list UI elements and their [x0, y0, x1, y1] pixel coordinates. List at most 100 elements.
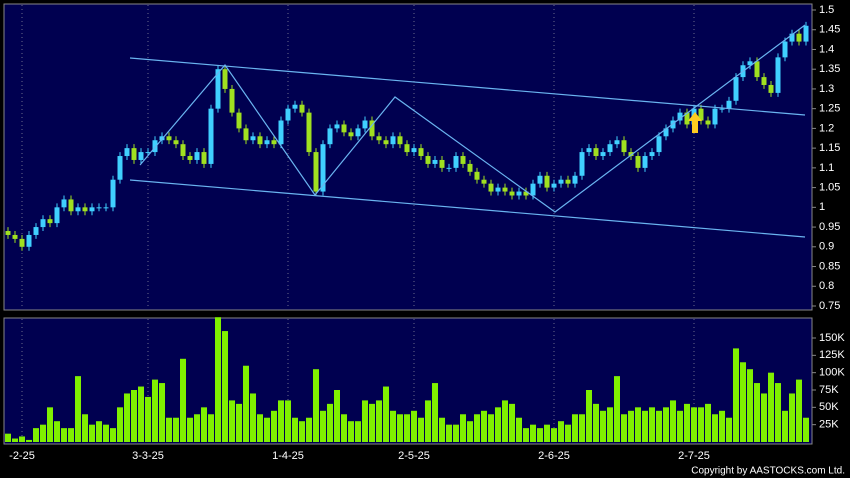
volume-bar — [306, 417, 312, 442]
candle-body — [607, 144, 613, 153]
y-tick-label: 1.25 — [819, 103, 840, 115]
candle-body — [75, 207, 81, 212]
copyright: Copyright by AASTOCKS.com Ltd. — [691, 466, 845, 477]
candle-body — [579, 152, 585, 176]
candle-body — [327, 128, 333, 145]
y-tick-label: 0.95 — [819, 221, 840, 233]
candle-body — [733, 77, 739, 101]
volume-bar — [201, 407, 207, 442]
candle-body — [397, 136, 403, 145]
candle-body — [523, 191, 529, 196]
volume-bar — [236, 403, 242, 442]
candle-body — [775, 57, 781, 93]
volume-bar — [411, 410, 417, 442]
x-tick-label: -2-25 — [9, 450, 35, 462]
volume-bar — [761, 393, 767, 442]
candle-body — [278, 120, 284, 145]
volume-bar — [61, 428, 67, 442]
candle-body — [467, 163, 473, 172]
trend-lines — [129, 24, 806, 238]
candle-body — [236, 112, 242, 129]
volume-bar — [103, 424, 109, 442]
volume-bar — [33, 428, 39, 442]
y-tick-label: 1.4 — [819, 43, 834, 55]
candle-body — [404, 144, 410, 153]
volume-bar — [159, 383, 165, 442]
volume-bar — [509, 403, 515, 442]
candle-body — [334, 124, 340, 129]
candle-body — [502, 187, 508, 192]
volume-bar — [579, 414, 585, 442]
candle-body — [558, 179, 564, 184]
volume-bar — [593, 403, 599, 442]
candle-body — [593, 148, 599, 157]
volume-bar — [327, 403, 333, 442]
candle-body — [509, 191, 515, 196]
candle-body — [33, 227, 39, 235]
candle-body — [110, 179, 116, 208]
y-tick-label: 1.3 — [819, 83, 834, 95]
volume-bar — [754, 383, 760, 442]
volume-bar — [460, 414, 466, 442]
volume-bar — [642, 410, 648, 442]
volume-bar — [418, 417, 424, 442]
candle-body — [684, 112, 690, 125]
trend-line — [129, 179, 806, 238]
volume-bar — [250, 393, 256, 442]
volume-tick-label: 125K — [819, 349, 845, 361]
volume-bar — [628, 410, 634, 442]
volume-bar — [796, 379, 802, 442]
candle-body — [572, 175, 578, 184]
volume-bar — [208, 414, 214, 442]
candle-body — [187, 156, 193, 160]
volume-bar — [481, 410, 487, 442]
volume-bar — [705, 403, 711, 442]
candle-body — [495, 187, 501, 192]
volume-bar — [285, 400, 291, 442]
candle-body — [537, 175, 543, 184]
candle-body — [96, 207, 102, 209]
y-tick-label: 1.2 — [819, 122, 834, 134]
candle-body — [635, 156, 641, 168]
candle-body — [418, 148, 424, 157]
volume-bar — [425, 400, 431, 442]
candle-body — [264, 140, 270, 145]
volume-bar — [621, 414, 627, 442]
candle-body — [285, 108, 291, 121]
candle-body — [439, 159, 445, 168]
volume-bar — [747, 369, 753, 442]
volume-bar — [530, 424, 536, 442]
candle-body — [446, 167, 452, 169]
volume-bar — [180, 358, 186, 442]
volume-bar — [663, 407, 669, 442]
volume-bar — [404, 414, 410, 442]
volume-bar — [656, 410, 662, 442]
candle-body — [152, 140, 158, 153]
volume-bar — [89, 424, 95, 442]
volume-bar — [453, 424, 459, 442]
candle-body — [649, 152, 655, 157]
volume-bar — [383, 386, 389, 442]
volume-bar — [110, 428, 116, 442]
volume-bar — [243, 365, 249, 442]
candle-body — [719, 108, 725, 110]
volume-bar — [313, 369, 319, 442]
x-tick-label: 2-6-25 — [538, 450, 570, 462]
candle-body — [768, 84, 774, 93]
volume-bar — [257, 414, 263, 442]
candle-body — [705, 120, 711, 125]
volume-bar — [222, 331, 228, 442]
candle-body — [40, 219, 46, 228]
volume-bar — [215, 317, 221, 442]
candle-body — [488, 183, 494, 192]
candle-body — [166, 136, 172, 141]
volume-bar — [677, 410, 683, 442]
volume-bar — [551, 428, 557, 442]
volume-bar — [299, 421, 305, 442]
volume-tick-label: 50K — [819, 401, 839, 413]
candle-body — [411, 148, 417, 153]
candle-body — [642, 156, 648, 168]
candle-body — [82, 207, 88, 212]
volume-bar — [152, 379, 158, 442]
candle-body — [12, 234, 18, 239]
